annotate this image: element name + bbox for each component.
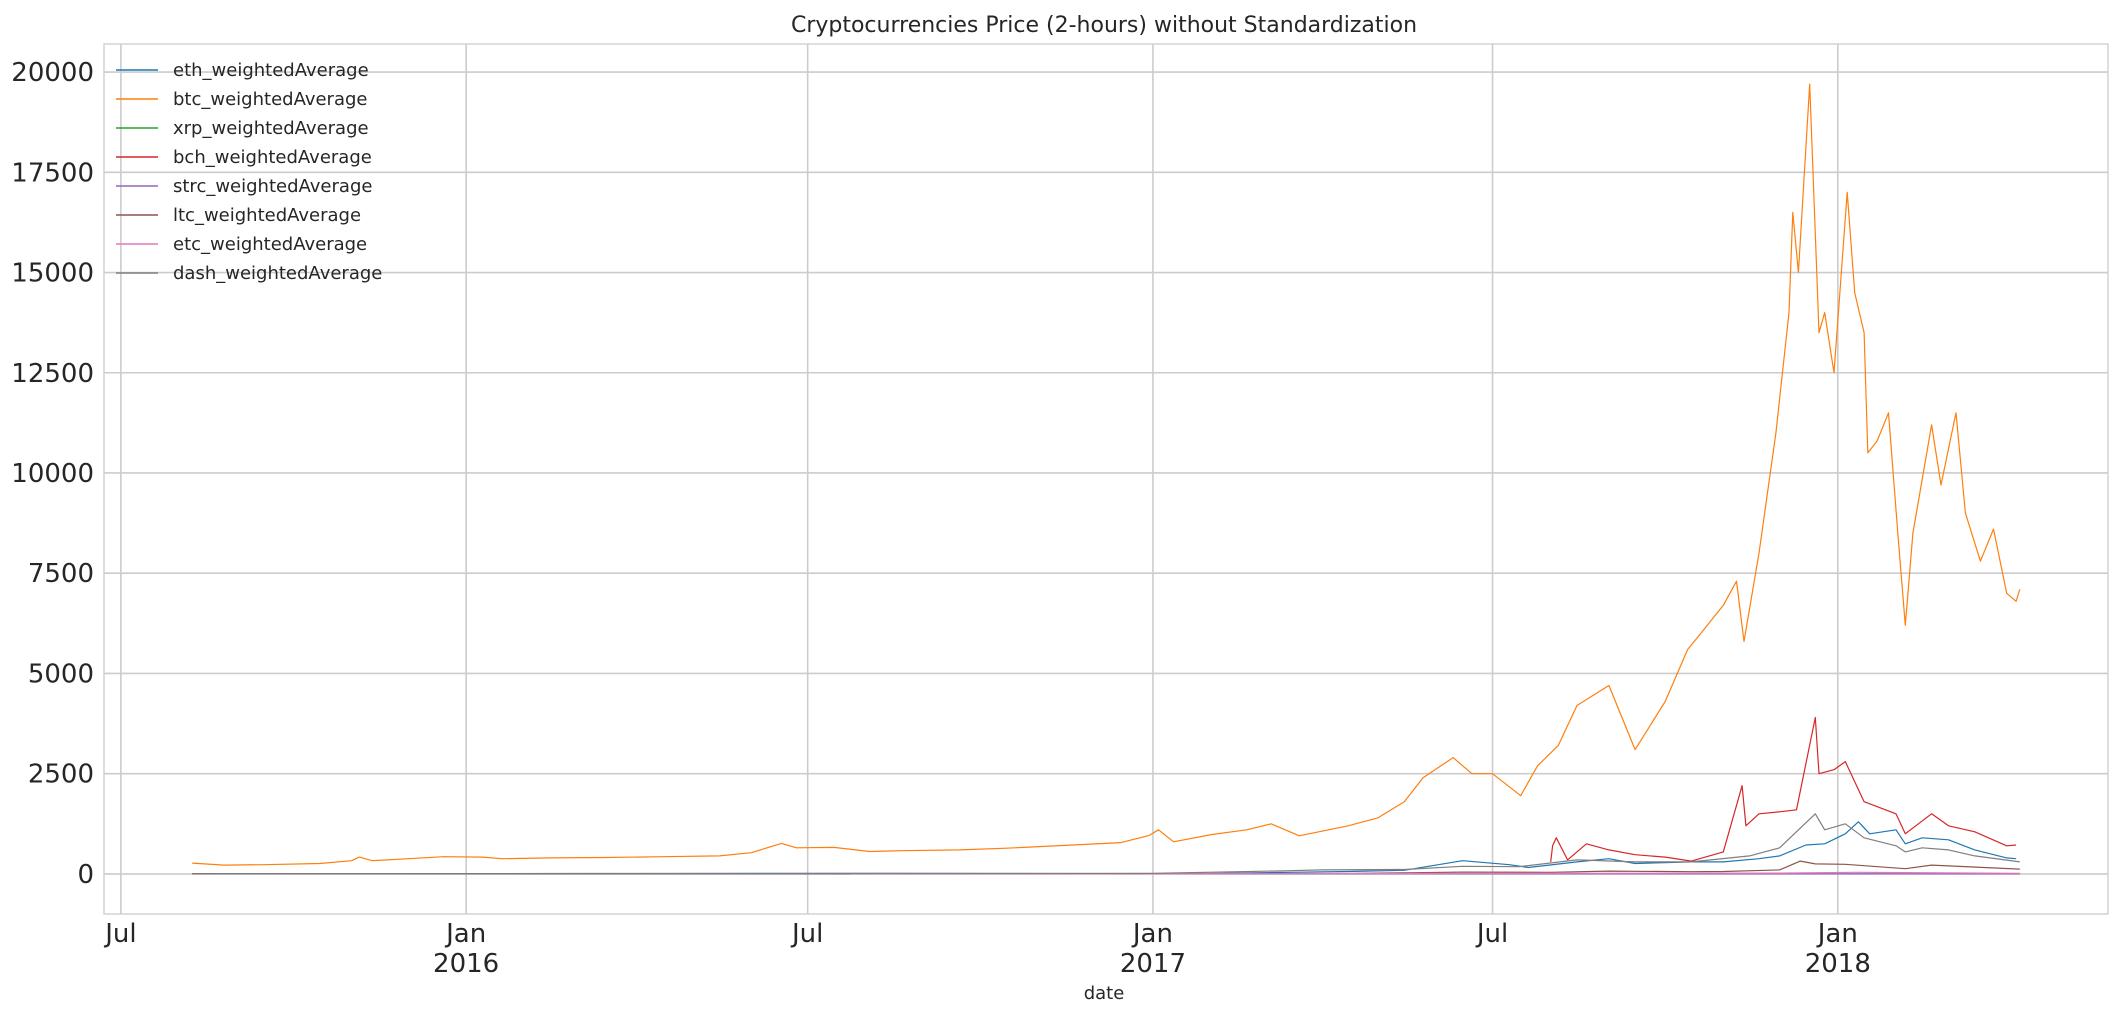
legend-entry: dash_weightedAverage <box>173 263 382 284</box>
chart-title: Cryptocurrencies Price (2-hours) without… <box>791 13 1417 38</box>
series-line-bch_weightedAverage <box>1550 716 2017 862</box>
y-tick-label: 0 <box>77 860 94 890</box>
grid <box>104 44 2108 914</box>
y-tick-label: 12500 <box>11 359 94 389</box>
series-line-btc_weightedAverage <box>192 83 2021 866</box>
legend-entry: strc_weightedAverage <box>173 176 372 197</box>
x-tick-label: Jul <box>103 919 136 949</box>
y-tick-label: 5000 <box>28 659 94 689</box>
x-tick-year-label: 2016 <box>433 949 499 979</box>
x-tick-year-label: 2017 <box>1120 949 1186 979</box>
plot-frame <box>103 43 2109 915</box>
x-tick-label: Jan <box>444 919 486 949</box>
series-line-dash_weightedAverage <box>192 813 2020 875</box>
x-tick-label: Jan <box>1816 919 1858 949</box>
y-tick-label: 7500 <box>28 559 94 589</box>
y-tick-label: 20000 <box>11 58 94 88</box>
y-tick-label: 10000 <box>11 459 94 489</box>
x-tick-label: Jan <box>1131 919 1173 949</box>
x-tick-label: Jul <box>790 919 823 949</box>
legend-entry: xrp_weightedAverage <box>173 118 369 139</box>
x-axis-label: date <box>1084 983 1125 1004</box>
y-axis-ticks: 0 2500 5000 7500 10000 12500 15000 17500 20000 <box>11 58 94 890</box>
legend-entry: bch_weightedAverage <box>173 147 372 168</box>
legend-entry: btc_weightedAverage <box>173 89 367 110</box>
legend: eth_weightedAverage btc_weightedAveragexr… <box>116 60 382 284</box>
y-tick-label: 17500 <box>11 158 94 188</box>
y-tick-label: 2500 <box>28 760 94 790</box>
x-tick-label: Jul <box>1475 919 1508 949</box>
legend-entry: etc_weightedAverage <box>173 234 367 255</box>
legend-entry: eth_weightedAverage <box>173 60 369 81</box>
series-lines <box>192 83 2021 875</box>
y-tick-label: 15000 <box>11 259 94 289</box>
x-tick-year-label: 2018 <box>1805 949 1871 979</box>
legend-entry: ltc_weightedAverage <box>173 205 361 226</box>
series-line-eth_weightedAverage <box>192 821 2017 875</box>
